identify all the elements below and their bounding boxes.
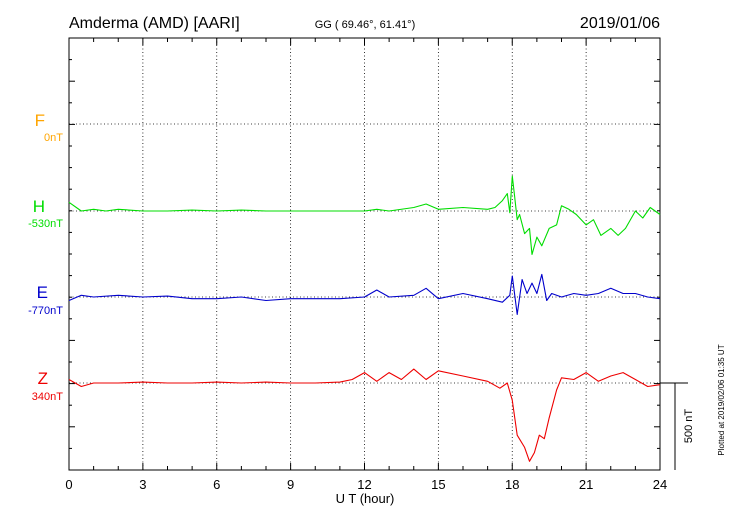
channel-f-name: F	[35, 111, 45, 130]
data-series	[68, 175, 661, 462]
plot-border	[68, 37, 661, 471]
date-label: 2019/01/06	[580, 15, 660, 32]
series-line-h	[68, 175, 661, 256]
x-tick-label: 0	[65, 477, 72, 492]
plot-frame	[68, 37, 661, 471]
station-title: Amderma (AMD) [AARI]	[69, 15, 240, 32]
channel-z-name: Z	[38, 369, 48, 388]
x-tick-label: 21	[579, 477, 593, 492]
x-tick-label: 3	[139, 477, 146, 492]
channel-z-baseline: 340nT	[32, 391, 63, 403]
series-line-e	[68, 273, 661, 315]
channel-h-name: H	[33, 197, 45, 216]
scale-bar: 500 nT	[660, 382, 695, 470]
x-tick-label: 15	[431, 477, 445, 492]
x-tick-label: 24	[653, 477, 667, 492]
grid-lines	[69, 38, 660, 470]
series-line-z	[68, 368, 661, 462]
x-tick-label: 9	[287, 477, 294, 492]
channel-e-baseline: -770nT	[28, 305, 63, 317]
channel-e-name: E	[37, 283, 48, 302]
x-tick-label: 12	[357, 477, 371, 492]
channel-f-baseline: 0nT	[44, 132, 63, 144]
axis-ticks	[68, 37, 661, 470]
plotted-at-note: Plotted at 2019/02/06 01:35 UT	[717, 344, 726, 455]
x-tick-label: 6	[213, 477, 220, 492]
x-tick-labels: 0 3 6 9 12 15 18 21 24	[65, 477, 667, 492]
x-axis-label: U T (hour)	[336, 491, 395, 506]
x-tick-label: 18	[505, 477, 519, 492]
scale-bar-label: 500 nT	[683, 409, 695, 444]
channel-h-baseline: -530nT	[28, 218, 63, 230]
geo-coords: GG ( 69.46°, 61.41°)	[315, 19, 416, 31]
